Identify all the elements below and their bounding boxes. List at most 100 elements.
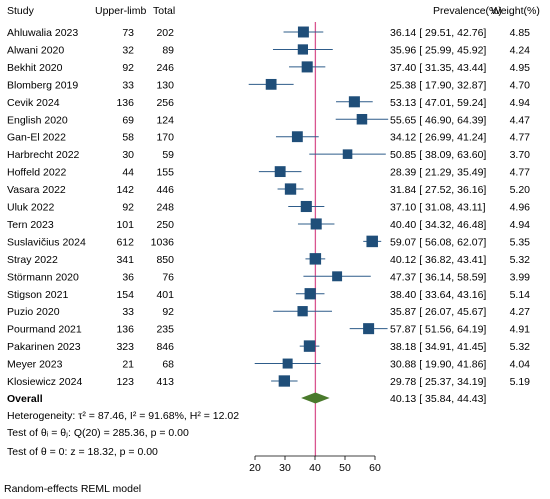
- weight-value: 4.70: [510, 79, 531, 91]
- upper-limb-count: 92: [122, 202, 134, 214]
- upper-limb-count: 21: [122, 359, 134, 371]
- study-row: Störmann 2020 36 76 47.37 [ 36.14, 58.59] 3.…: [7, 271, 530, 283]
- upper-limb-count: 32: [122, 44, 134, 56]
- upper-limb-count: 142: [116, 184, 134, 196]
- upper-limb-count: 154: [116, 289, 134, 301]
- prevalence-ci-text: 34.12 [ 26.99, 41.24]: [390, 132, 486, 144]
- prevalence-ci-text: 30.88 [ 19.90, 41.86]: [390, 359, 486, 371]
- study-name: Alwani 2020: [7, 44, 64, 56]
- estimate-marker: [363, 323, 375, 335]
- upper-limb-count: 58: [122, 132, 134, 144]
- study-row: Pakarinen 2023 323 846 38.18 [ 34.91, 41.45…: [7, 340, 530, 353]
- weight-value: 4.04: [510, 359, 531, 371]
- estimate-marker: [310, 218, 322, 230]
- study-name: Ahluwalia 2023: [7, 27, 78, 39]
- study-row: Uluk 2022 92 248 37.10 [ 31.08, 43.11] 4.96: [7, 200, 531, 214]
- weight-value: 3.99: [510, 271, 531, 283]
- upper-limb-count: 73: [122, 27, 134, 39]
- x-tick-label: 40: [309, 462, 321, 474]
- weight-value: 4.96: [510, 202, 531, 214]
- study-row: Stray 2022 341 850 40.12 [ 36.82, 43.41] 5.3…: [7, 253, 530, 266]
- study-row: Gan-El 2022 58 170 34.12 [ 26.99, 41.24] 4.7…: [7, 131, 530, 144]
- study-row: Cevik 2024 136 256 53.13 [ 47.01, 59.24] 4.9…: [7, 96, 530, 109]
- study-name: Stigson 2021: [7, 289, 68, 301]
- estimate-marker: [297, 26, 309, 38]
- upper-limb-count: 33: [122, 79, 134, 91]
- prevalence-ci-text: 31.84 [ 27.52, 36.16]: [390, 184, 486, 196]
- study-row: Vasara 2022 142 446 31.84 [ 27.52, 36.16] 5.…: [7, 183, 530, 196]
- upper-limb-count: 101: [116, 219, 134, 231]
- study-row: Pourmand 2021 136 235 57.87 [ 51.56, 64.19]…: [7, 323, 530, 336]
- x-tick-label: 20: [249, 462, 261, 474]
- estimate-marker: [300, 200, 312, 213]
- estimate-marker: [309, 253, 322, 265]
- study-row: Hoffeld 2022 44 155 28.39 [ 21.29, 35.49] 4.…: [7, 166, 531, 179]
- study-name: Bekhit 2020: [7, 62, 63, 74]
- study-row: Blomberg 2019 33 130 25.38 [ 17.90, 32.87] 4…: [7, 78, 531, 91]
- total-count: 1036: [151, 236, 175, 248]
- study-name: Pourmand 2021: [7, 324, 82, 336]
- study-name: English 2020: [7, 114, 68, 126]
- upper-limb-count: 69: [122, 114, 134, 126]
- total-count: 68: [162, 359, 174, 371]
- weight-value: 5.32: [510, 341, 531, 353]
- upper-limb-count: 341: [116, 254, 134, 266]
- weight-value: 4.77: [510, 167, 531, 179]
- weight-value: 5.32: [510, 254, 531, 266]
- estimate-marker: [278, 375, 291, 387]
- prevalence-ci-text: 38.18 [ 34.91, 41.45]: [390, 341, 486, 353]
- prevalence-ci-text: 57.87 [ 51.56, 64.19]: [390, 324, 486, 336]
- estimate-marker: [342, 149, 353, 159]
- study-name: Suslavičius 2024: [7, 236, 86, 248]
- estimate-marker: [297, 306, 308, 317]
- total-count: 155: [156, 167, 174, 179]
- study-name: Störmann 2020: [7, 271, 79, 283]
- estimate-marker: [303, 340, 316, 352]
- total-count: 248: [156, 202, 174, 214]
- x-tick-label: 60: [369, 462, 381, 474]
- total-count: 850: [156, 254, 174, 266]
- study-row: Puzio 2020 33 92 35.87 [ 26.07, 45.67] 4.27: [7, 306, 530, 318]
- study-row: Alwani 2020 32 89 35.96 [ 25.99, 45.92] 4.24: [7, 44, 530, 56]
- prevalence-ci-text: 36.14 [ 29.51, 42.76]: [390, 27, 486, 39]
- prevalence-ci-text: 40.12 [ 36.82, 43.41]: [390, 254, 486, 266]
- total-count: 446: [156, 184, 174, 196]
- study-row: Tern 2023 101 250 40.40 [ 34.32, 46.48] 4.94: [7, 218, 530, 231]
- total-count: 235: [156, 324, 174, 336]
- weight-value: 5.20: [510, 184, 531, 196]
- study-name: Meyer 2023: [7, 359, 63, 371]
- study-row: Stigson 2021 154 401 38.40 [ 33.64, 43.16] 5…: [7, 288, 530, 301]
- prevalence-ci-text: 38.40 [ 33.64, 43.16]: [390, 289, 486, 301]
- total-count: 202: [156, 27, 174, 39]
- upper-limb-count: 33: [122, 306, 134, 318]
- prevalence-ci-text: 25.38 [ 17.90, 32.87]: [390, 79, 486, 91]
- test-theta-0-text: Test of θ = 0: z = 18.32, p = 0.00: [7, 446, 158, 458]
- study-row: Ahluwalia 2023 73 202 36.14 [ 29.51, 42.76]…: [7, 26, 531, 39]
- total-count: 92: [162, 306, 174, 318]
- overall-label: Overall: [7, 393, 43, 405]
- weight-value: 5.14: [510, 289, 531, 301]
- weight-value: 4.95: [510, 62, 531, 74]
- total-count: 59: [162, 149, 174, 161]
- total-count: 130: [156, 79, 174, 91]
- prevalence-ci-text: 50.85 [ 38.09, 63.60]: [390, 149, 486, 161]
- prevalence-ci-text: 28.39 [ 21.29, 35.49]: [390, 167, 486, 179]
- plot-area: 20 30 40 50 60: [249, 22, 381, 474]
- estimate-marker: [366, 235, 378, 248]
- prevalence-ci-text: 35.87 [ 26.07, 45.67]: [390, 306, 486, 318]
- weight-value: 4.94: [510, 97, 531, 109]
- estimate-marker: [265, 78, 277, 90]
- weight-value: 4.94: [510, 219, 531, 231]
- upper-limb-count: 36: [122, 271, 134, 283]
- study-name: Gan-El 2022: [7, 132, 66, 144]
- total-count: 170: [156, 132, 174, 144]
- overall-diamond: [301, 392, 330, 404]
- weight-value: 4.85: [510, 27, 531, 39]
- prevalence-ci-text: 37.10 [ 31.08, 43.11]: [390, 202, 486, 214]
- estimate-marker: [284, 183, 297, 195]
- total-count: 413: [156, 376, 174, 388]
- prevalence-ci-text: 37.40 [ 31.35, 43.44]: [390, 62, 486, 74]
- x-tick-label: 50: [339, 462, 351, 474]
- study-name: Harbrecht 2022: [7, 149, 80, 161]
- heterogeneity-text: Heterogeneity: τ² = 87.46, I² = 91.68%, …: [7, 410, 239, 422]
